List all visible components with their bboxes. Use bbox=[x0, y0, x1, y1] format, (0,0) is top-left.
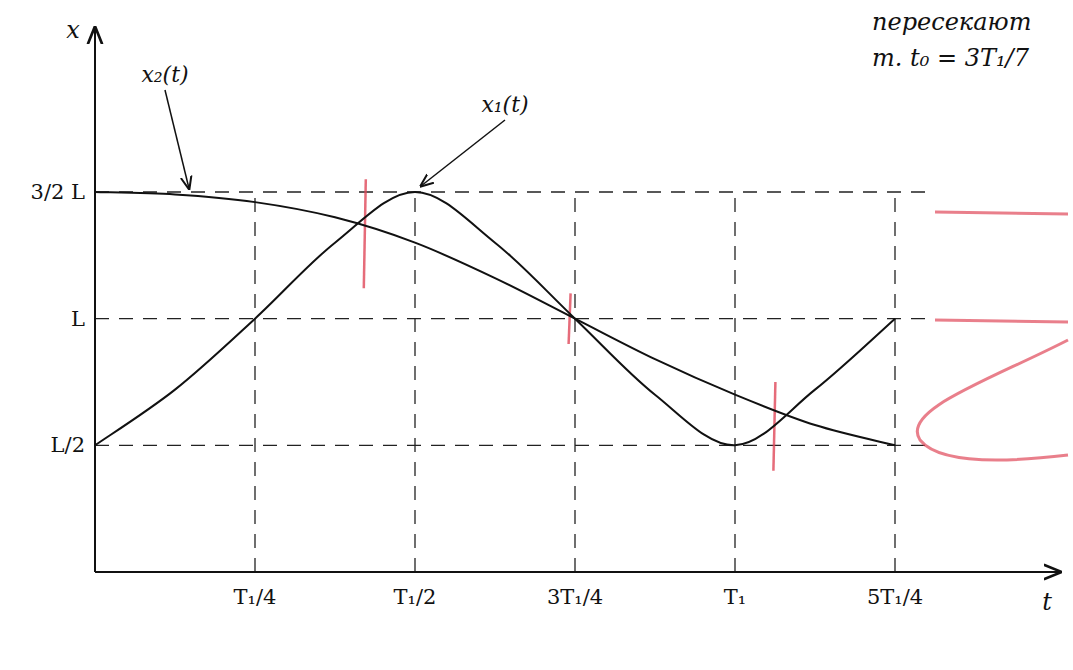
grid-line bbox=[95, 445, 935, 446]
series-label: x₂(t) bbox=[141, 62, 188, 87]
series-label: x₁(t) bbox=[481, 92, 528, 117]
red-mark bbox=[935, 212, 1068, 214]
y-tick-label: L/2 bbox=[51, 433, 85, 457]
series-line bbox=[95, 192, 895, 445]
plot-area bbox=[95, 192, 895, 445]
label-arrow bbox=[165, 90, 189, 189]
grid-line bbox=[254, 192, 255, 572]
grid-line bbox=[95, 318, 935, 319]
grid-line bbox=[734, 192, 735, 572]
grid-line bbox=[894, 192, 895, 572]
red-mark bbox=[364, 179, 366, 288]
red-mark bbox=[569, 293, 571, 344]
x-tick-label: 3T₁/4 bbox=[547, 585, 603, 609]
annotation: пересекают bbox=[872, 8, 1031, 36]
grid-line bbox=[574, 192, 575, 572]
red-mark bbox=[917, 320, 1068, 460]
y-axis bbox=[94, 28, 96, 572]
label-arrow bbox=[421, 120, 505, 186]
y-tick-label: L bbox=[71, 307, 85, 331]
x-tick-label: T₁/2 bbox=[394, 585, 437, 609]
x-tick-label: T₁/4 bbox=[234, 585, 277, 609]
y-tick-label: 3/2 L bbox=[31, 180, 85, 204]
x-tick-label: T₁ bbox=[724, 585, 746, 609]
chart: T₁/4 T₁/2 3T₁/4 T₁ 5T₁/4 L/2 L 3/2 L x t x₂(t) x₁(t… bbox=[0, 0, 1073, 670]
y-axis-title: x bbox=[66, 16, 80, 44]
x-axis-title: t bbox=[1042, 588, 1052, 616]
x-tick-label: 5T₁/4 bbox=[867, 585, 923, 609]
x-axis bbox=[95, 571, 1060, 573]
annotation: т. t₀ = 3T₁/7 bbox=[872, 44, 1030, 72]
grid-line bbox=[95, 191, 935, 192]
series-line bbox=[95, 192, 895, 445]
grid-line bbox=[414, 192, 415, 572]
